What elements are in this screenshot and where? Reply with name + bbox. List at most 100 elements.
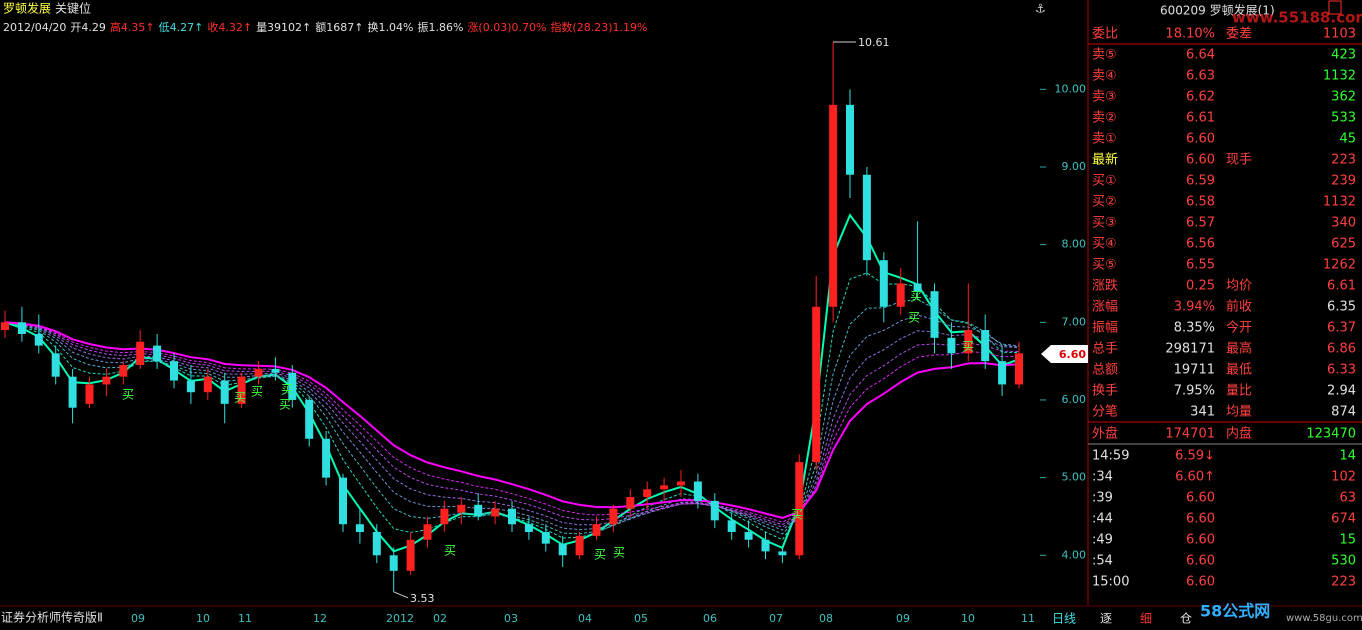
panel-cell: 振幅: [1092, 321, 1118, 336]
buy-signal: 买: [962, 340, 974, 354]
panel-cell: 298171: [1165, 342, 1215, 357]
candle-body: [660, 485, 669, 490]
panel-cell: 6.60: [1186, 491, 1215, 506]
panel-cell: 6.55: [1186, 258, 1215, 273]
panel-cell: 6.35: [1327, 300, 1356, 315]
panel-cell: 6.59↓: [1175, 449, 1215, 464]
panel-cell: 现手: [1226, 153, 1252, 168]
panel-cell: 6.58: [1186, 195, 1215, 210]
panel-cell: 委差: [1226, 27, 1252, 42]
x-tick-label: 09: [131, 612, 145, 625]
panel-cell: 7.95%: [1174, 384, 1215, 399]
candle-body: [947, 337, 956, 354]
panel-cell: 卖⑤: [1092, 48, 1117, 63]
candle-body: [508, 508, 516, 525]
panel-cell: 8.35%: [1174, 321, 1215, 336]
panel-cell: 341: [1190, 405, 1215, 420]
panel-cell: 15: [1339, 533, 1356, 548]
tab[interactable]: 细: [1140, 612, 1152, 626]
candle-body: [643, 489, 652, 498]
y-tick-label: 7.00: [1062, 315, 1087, 328]
panel-cell: 674: [1331, 512, 1356, 527]
annotation-line: [393, 591, 409, 599]
ma-line: [4, 321, 1020, 519]
panel-cell: 63: [1339, 491, 1356, 506]
panel-cell: 均量: [1226, 405, 1252, 420]
anchor-icon[interactable]: ⚓: [1035, 2, 1046, 16]
candle-body: [524, 524, 533, 532]
candle-body: [829, 104, 838, 307]
candle-body: [423, 524, 432, 540]
y-tick-label: 8.00: [1062, 238, 1087, 251]
y-tick-label: 4.00: [1062, 548, 1087, 561]
x-tick-label: 12: [313, 612, 327, 625]
stock-name: 罗顿发展: [3, 1, 51, 16]
x-tick-label: 06: [703, 612, 717, 625]
candle-body: [339, 477, 347, 525]
tab[interactable]: 仓: [1180, 612, 1192, 626]
panel-cell: 15:00: [1092, 575, 1129, 590]
panel-cell: 总额: [1092, 363, 1118, 378]
candle-body: [220, 380, 229, 404]
app-name: 证券分析师传奇版Ⅱ: [1, 610, 103, 625]
candle-body: [575, 535, 584, 556]
panel-cell: 6.60: [1186, 153, 1215, 168]
panel-cell: 1262: [1323, 258, 1356, 273]
panel-cell: 6.37: [1327, 321, 1356, 336]
buy-signal: 买: [281, 383, 293, 397]
indicator-name: 关键位: [55, 1, 91, 16]
candle-body: [677, 481, 685, 486]
buy-signal: 买: [234, 391, 246, 405]
panel-cell: 6.59: [1186, 174, 1215, 189]
candle-body: [727, 520, 736, 532]
panel-cell: :49: [1092, 533, 1113, 548]
panel-cell: 均价: [1226, 279, 1252, 294]
candle-body: [558, 543, 567, 556]
candle-body: [119, 365, 128, 377]
x-tick-label: 11: [238, 612, 252, 625]
panel-cell: 6.57: [1186, 216, 1215, 231]
quote-info: 高4.35↑: [110, 20, 155, 34]
candle-body: [1015, 353, 1023, 385]
candle-body: [389, 555, 398, 571]
x-tick-label: 2012: [386, 612, 414, 625]
panel-cell: 最新: [1092, 152, 1118, 168]
panel-cell: :44: [1092, 512, 1113, 527]
panel-cell: 最低: [1226, 363, 1252, 378]
buy-signal: 买: [444, 544, 456, 558]
candle-body: [474, 504, 483, 517]
panel-cell: 前收: [1226, 299, 1252, 315]
candle-body: [846, 104, 854, 175]
buy-signal: 买: [908, 311, 920, 325]
panel-cell: 最高: [1226, 341, 1252, 357]
menu-icon[interactable]: [1328, 0, 1342, 15]
panel-cell: 买④: [1092, 237, 1117, 252]
x-tick-label: 11: [1021, 612, 1035, 625]
panel-title: 600209 罗顿发展(1): [1160, 3, 1275, 18]
x-tick-label: 10: [961, 612, 975, 625]
panel-cell: 6.60: [1186, 575, 1215, 590]
candle-body: [102, 376, 111, 385]
site: www.58gu.com: [1286, 613, 1362, 624]
candle-body: [744, 531, 753, 540]
candle-body: [322, 438, 331, 478]
quote-info: 开4.29: [70, 21, 106, 34]
candle-body: [372, 531, 381, 556]
panel-cell: 362: [1331, 90, 1356, 105]
quote-info: 2012/04/20: [3, 21, 66, 34]
quote-info: 指数(28.23)1.19%: [550, 20, 647, 34]
panel-cell: 6.60: [1186, 533, 1215, 548]
logo: 58公式网: [1200, 602, 1270, 621]
panel-cell: 卖③: [1092, 90, 1117, 105]
candle-body: [541, 531, 550, 544]
panel-cell: :54: [1092, 554, 1113, 569]
tab[interactable]: 逐: [1100, 612, 1112, 626]
tab[interactable]: 日线: [1052, 612, 1076, 626]
panel-cell: 625: [1331, 237, 1356, 252]
x-tick-label: 09: [896, 612, 910, 625]
candle-body: [136, 341, 145, 366]
candle-body: [998, 361, 1007, 385]
candle-body: [406, 539, 415, 571]
candle-body: [68, 376, 77, 408]
